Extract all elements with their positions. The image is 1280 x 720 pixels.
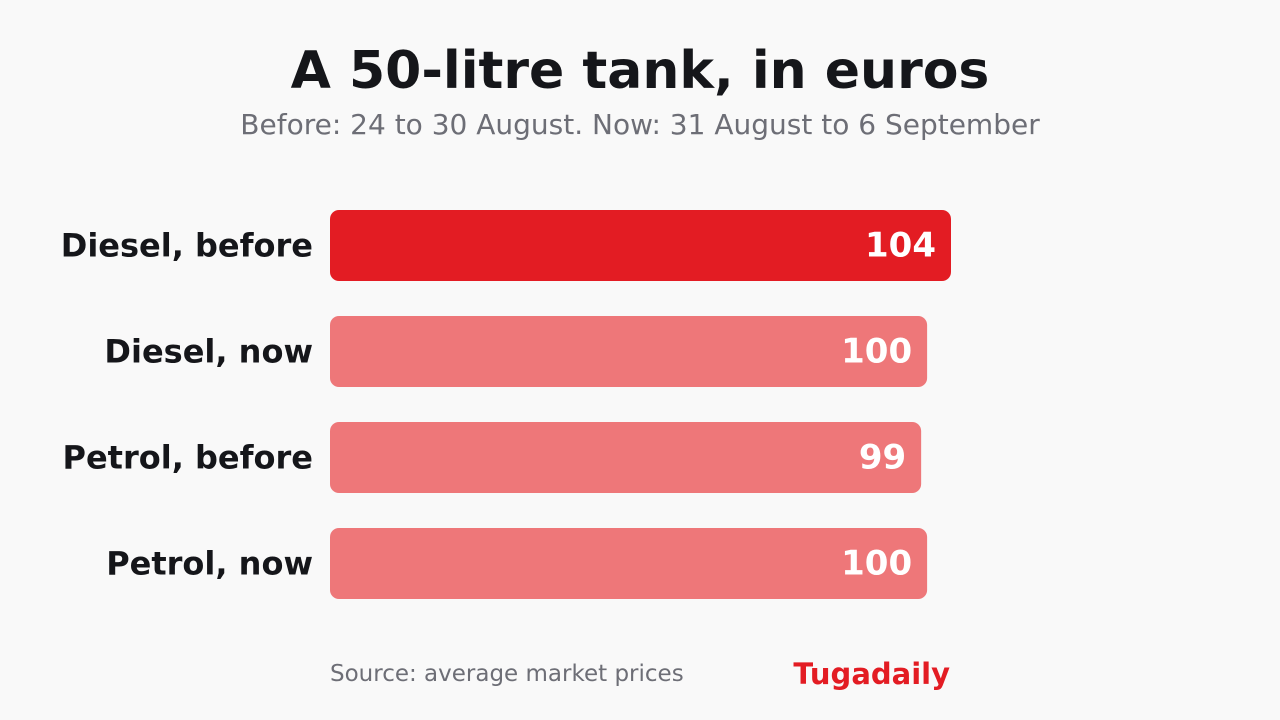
bar-petrol-now <box>330 528 928 599</box>
chart-subtitle: Before: 24 to 30 August. Now: 31 August … <box>240 108 1040 141</box>
value-label-diesel-now: 100 <box>841 332 912 372</box>
source-note: Source: average market prices <box>330 661 684 687</box>
bar-diesel-before <box>330 210 951 281</box>
bar-diesel-now <box>330 316 928 387</box>
category-label-diesel-now: Diesel, now <box>104 333 313 371</box>
category-label-petrol-now: Petrol, now <box>106 545 313 583</box>
category-label-petrol-before: Petrol, before <box>63 439 313 477</box>
value-label-petrol-before: 99 <box>859 438 906 478</box>
chart-title: A 50-litre tank, in euros <box>290 41 990 101</box>
bar-petrol-before <box>330 422 922 493</box>
value-label-petrol-now: 100 <box>841 544 912 584</box>
value-label-diesel-before: 104 <box>865 226 936 266</box>
category-label-diesel-before: Diesel, before <box>61 227 313 265</box>
brand-logo: Tugadaily <box>793 657 950 691</box>
